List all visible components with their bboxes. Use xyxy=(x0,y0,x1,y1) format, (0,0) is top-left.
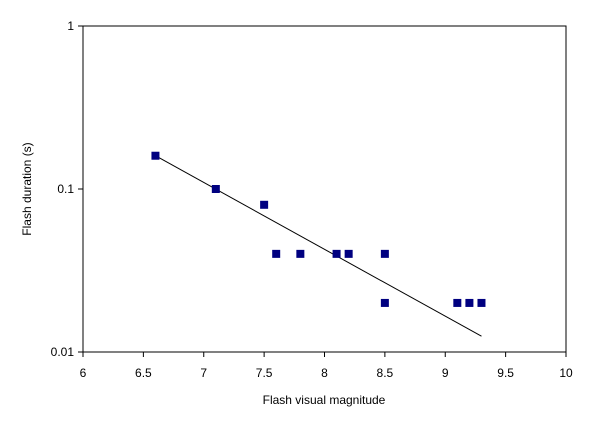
plot-area xyxy=(82,25,567,353)
y-axis-ticks xyxy=(78,25,83,353)
y-tick-label: 0.1 xyxy=(57,182,74,196)
data-points xyxy=(151,151,486,307)
x-tick-label: 6 xyxy=(80,366,87,380)
data-point xyxy=(151,151,160,160)
data-point xyxy=(296,249,305,258)
x-tick-label: 9.5 xyxy=(497,366,514,380)
x-tick-label: 6.5 xyxy=(135,366,152,380)
x-axis-tick-labels: 6 6.5 7 7.5 8 8.5 9 9.5 10 xyxy=(80,366,573,380)
data-point xyxy=(465,298,474,307)
x-tick-label: 9 xyxy=(442,366,449,380)
x-tick-label: 7.5 xyxy=(256,366,273,380)
x-tick-label: 7 xyxy=(200,366,207,380)
x-axis-title: Flash visual magnitude xyxy=(263,393,386,407)
x-axis-ticks xyxy=(82,352,567,357)
data-point xyxy=(260,200,269,209)
data-point xyxy=(272,249,281,258)
data-point xyxy=(477,298,486,307)
data-point xyxy=(344,249,353,258)
x-tick-label: 8.5 xyxy=(377,366,394,380)
trendline xyxy=(155,155,482,337)
x-tick-label: 10 xyxy=(559,366,573,380)
trendline-layer xyxy=(155,155,482,337)
y-tick-label: 1 xyxy=(67,19,74,33)
y-axis-tick-labels: 0.01 0.1 1 xyxy=(51,19,75,359)
y-tick-label: 0.01 xyxy=(51,345,75,359)
data-point xyxy=(380,298,389,307)
data-point xyxy=(211,185,220,193)
data-point xyxy=(453,298,462,307)
data-point xyxy=(380,249,389,258)
y-axis-title: Flash duration (s) xyxy=(20,142,34,235)
x-tick-label: 8 xyxy=(321,366,328,380)
data-point xyxy=(332,249,341,258)
